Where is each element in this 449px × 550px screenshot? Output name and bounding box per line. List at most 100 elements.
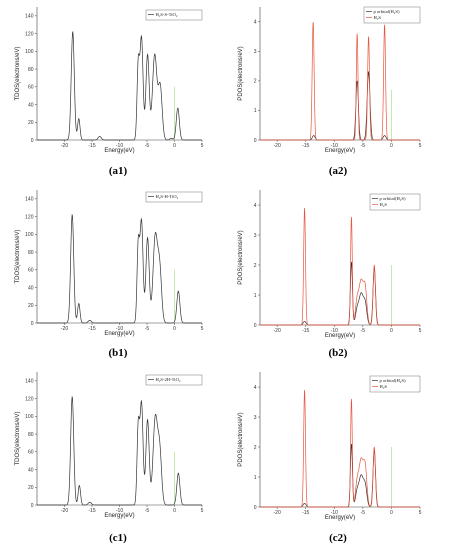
y-axis-label: PDOS(electrons/eV) [238,412,244,466]
legend-entry: H₂S [380,202,388,207]
series-line-1 [260,207,420,326]
y-tick-label: 60 [28,85,34,91]
x-tick-label: 5 [201,326,204,332]
y-tick-label: 2 [254,263,257,269]
y-tick-label: 140 [25,197,34,203]
chart-c2: -20 -15 -10 -5 0 5 0 1 2 3 4 Energy(eV) PDOS(electro… [238,372,422,544]
y-tick-label: 20 [28,485,34,491]
legend-box [369,193,421,211]
chart-a1: -20 -15 -10 -5 0 5 0 20 40 60 80 100 120 140 Energy(eV… [15,7,204,177]
y-tick-label: 4 [254,385,257,391]
y-tick-label: 80 [28,432,34,438]
x-tick-label: -20 [61,326,68,332]
y-tick-label: 120 [25,214,34,220]
x-tick-label: -5 [361,328,366,334]
y-tick-label: 20 [28,120,34,126]
y-tick-label: 120 [25,396,34,402]
legend-box [145,374,203,386]
legend: p orbital(H₂S)H₂S [363,6,421,24]
series-line-1 [260,22,420,141]
y-tick-label: 60 [28,268,34,274]
x-tick-label: 0 [173,143,176,149]
x-tick-label: 5 [419,328,422,334]
legend: p orbital(H₂S)H₂S [369,193,421,211]
y-tick-label: 100 [25,49,34,55]
y-tick-label: 120 [25,31,34,37]
legend-entry: p orbital(H₂S) [380,378,406,383]
y-tick-label: 2 [254,79,257,85]
series-line-0 [260,70,420,141]
x-tick-label: -20 [274,143,281,149]
panel-label: (a2) [329,165,348,177]
x-tick-label: -5 [361,143,366,149]
x-tick-label: -20 [274,328,281,334]
y-tick-label: 3 [254,415,257,421]
legend: p orbital(H₂S)H₂S [369,375,421,393]
x-tick-label: -15 [88,508,95,514]
x-axis-label: Energy(eV) [104,513,134,519]
y-axis-label: PDOS(electrons/eV) [238,46,244,100]
y-tick-label: 100 [25,232,34,238]
x-tick-label: 5 [201,508,204,514]
x-tick-label: -10 [116,508,123,514]
chart-c1: -20 -15 -10 -5 0 5 0 20 40 60 80 100 120 140 Energy(eV… [15,372,204,544]
x-tick-label: -10 [331,510,338,516]
x-tick-label: 0 [173,508,176,514]
x-axis-label: Energy(eV) [325,333,355,339]
y-tick-label: 0 [254,138,257,144]
y-tick-label: 60 [28,450,34,456]
x-tick-label: -15 [302,143,309,149]
legend-entry: H₂S [380,384,388,389]
legend: H₂S-S-TiO₂ [145,9,203,21]
x-tick-label: 5 [419,510,422,516]
legend-entry: H₂S-S-TiO₂ [156,12,178,17]
x-tick-label: -10 [116,326,123,332]
y-tick-label: 2 [254,445,257,451]
y-axis-label: PDOS(electrons/eV) [238,230,244,284]
series-line-1 [260,389,420,508]
series-line-0 [37,213,202,324]
y-tick-label: 80 [28,250,34,256]
series-line-0 [37,30,202,141]
legend-box [145,191,203,203]
x-axis-label: Energy(eV) [325,148,355,154]
y-tick-label: 4 [254,20,257,26]
x-tick-label: 0 [173,326,176,332]
y-tick-label: 0 [31,503,34,509]
x-tick-label: -5 [145,508,150,514]
legend-box [145,9,203,21]
y-tick-label: 0 [31,138,34,144]
legend: H₂S-2H-TiO₂ [145,374,203,386]
y-tick-label: 0 [254,505,257,511]
y-tick-label: 140 [25,379,34,385]
x-tick-label: 0 [390,328,393,334]
x-tick-label: -10 [116,143,123,149]
x-tick-label: -20 [274,510,281,516]
series-line-0 [260,443,420,508]
panel-label: (c1) [109,532,127,544]
y-axis-label: TDOS(electrons/eV) [15,229,21,283]
legend-box [363,6,421,24]
y-axis-label: TDOS(electrons/eV) [15,411,21,465]
chart-a2: -20 -15 -10 -5 0 5 0 1 2 3 4 Energy(eV) PDOS(electro… [238,6,422,177]
y-tick-label: 20 [28,303,34,309]
y-tick-label: 40 [28,102,34,108]
x-axis-label: Energy(eV) [104,331,134,337]
y-tick-label: 3 [254,49,257,55]
x-tick-label: -20 [61,143,68,149]
y-tick-label: 1 [254,293,257,299]
panel-label: (c2) [329,532,347,544]
legend: H₂S-H-TiO₂ [145,191,203,203]
chart-b1: -20 -15 -10 -5 0 5 0 20 40 60 80 100 120 140 Energy(eV… [15,190,204,359]
series-line-0 [37,395,202,506]
y-tick-label: 1 [254,108,257,114]
x-tick-label: -15 [302,328,309,334]
y-tick-label: 1 [254,475,257,481]
x-tick-label: -20 [61,508,68,514]
y-axis-label: TDOS(electrons/eV) [15,46,21,100]
panel-label: (b2) [329,347,348,359]
series-line-0 [260,261,420,326]
y-tick-label: 100 [25,414,34,420]
legend-entry: H₂S-2H-TiO₂ [156,377,181,382]
